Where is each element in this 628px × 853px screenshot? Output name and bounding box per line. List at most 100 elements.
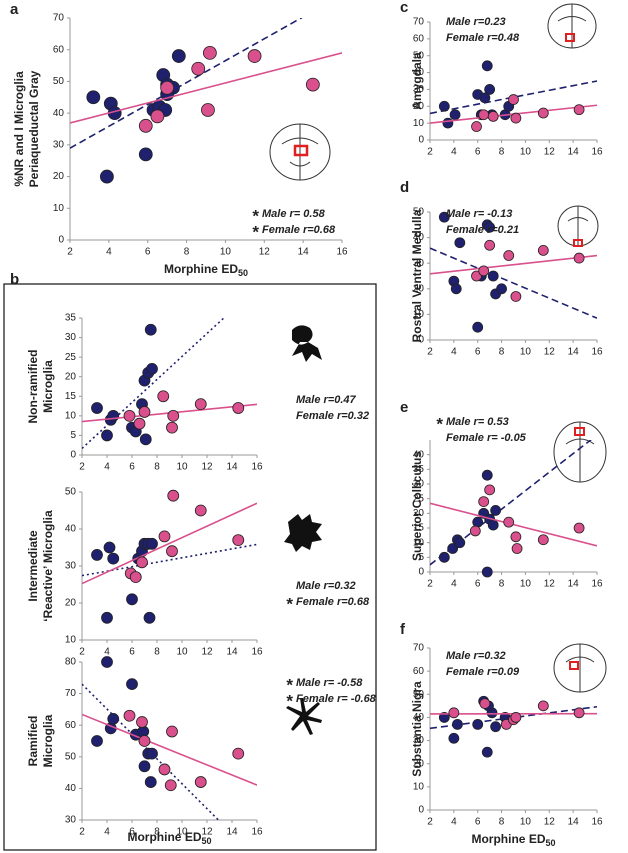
point [472,516,484,528]
point [202,45,217,60]
x-tick-label: 8 [184,247,190,258]
y-tick-label: 20 [413,508,425,519]
x-tick-label: 14 [226,647,238,658]
point [447,543,459,554]
trend-line [82,683,220,820]
x-tick-label: 10 [520,347,532,358]
point [452,718,463,730]
microglia-icons [284,325,322,735]
y-tick-label: 50 [65,751,77,762]
x-tick-label: 16 [251,827,263,838]
point [107,712,120,725]
x-tick-label: 14 [568,817,580,828]
point [160,80,175,95]
x-tick-label: 2 [79,462,85,473]
correlation-note: Male r=0.47 [296,394,357,406]
y-tick-label: 30 [413,258,425,269]
point [146,362,158,375]
y-tick-label: 20 [65,598,77,609]
point [100,169,114,184]
x-tick-label: 6 [129,462,135,473]
x-tick-label: 2 [427,579,433,590]
x-tick-label: 10 [176,827,188,838]
point [478,265,490,277]
x-tick-label: 4 [104,827,110,838]
significance-star: * [286,675,293,694]
y-tick-label: 10 [53,203,65,214]
point [503,250,515,261]
point [150,109,165,124]
point [103,541,116,554]
trend-line [430,80,597,115]
point [91,549,103,561]
x-tick-label: 12 [201,827,213,838]
chart: 0 10 20 30 40 50 60 70 2 4 6 8 10 12 14 16 Substantia Ni… [400,621,603,848]
chart: 0 5 10 15 20 25 30 35 2 4 6 8 10 12 14 16 Non-ramified Mi… [10,271,369,473]
point [123,709,136,722]
y-axis-label: Superior Colliculus [410,451,424,561]
point [129,571,142,583]
point [442,117,454,129]
point [139,433,152,446]
point [484,221,496,233]
correlation-note: Female r=0.68 [262,224,336,236]
y-tick-label: 35 [413,464,425,475]
panel-label: c [400,0,408,16]
point [481,60,493,72]
panel-label: d [400,179,409,196]
y-tick-label: 10 [413,537,425,548]
x-tick-label: 4 [451,817,457,828]
correlation-note: Female r=0.21 [446,224,519,236]
point [573,707,585,719]
y-tick-label: 20 [65,371,77,382]
x-tick-label: 10 [520,147,532,158]
x-tick-label: 8 [154,827,160,838]
y-tick-label: 60 [413,666,425,677]
point [454,237,466,249]
x-tick-label: 10 [520,579,532,590]
x-tick-label: 12 [544,147,556,158]
y-tick-label: 0 [418,805,424,816]
y-tick-label: 0 [418,335,424,346]
y-tick-label: 40 [413,449,425,460]
y-tick-label: 30 [65,815,77,826]
x-axis-label-sub: 50 [238,268,248,278]
chart: 0 5 10 15 20 25 30 35 40 2 4 6 8 10 12 14 16 Superior Col… [400,399,603,590]
point [487,519,499,531]
y-tick-label: 10 [413,118,425,129]
x-tick-label: 14 [568,147,580,158]
point [438,712,450,723]
x-tick-label: 12 [201,462,213,473]
y-axis-label: Microglia [41,714,55,767]
point [449,109,461,121]
significance-star: * [252,222,259,241]
y-tick-label: 25 [65,352,77,363]
y-axis-label: %NR and I Microglia [12,71,26,187]
point [126,678,138,691]
x-tick-label: 4 [451,347,457,358]
point [438,211,450,223]
y-tick-label: 40 [65,783,77,794]
y-tick-label: 0 [70,450,76,461]
y-tick-label: 0 [418,567,424,578]
y-tick-label: 40 [413,67,425,78]
y-tick-label: 40 [53,108,65,119]
y-tick-label: 30 [413,479,425,490]
x-tick-label: 4 [104,462,110,473]
point [86,90,101,105]
point [166,545,178,558]
correlation-note: Female r=0.09 [446,666,520,678]
x-axis-label: Morphine ED50 [164,262,248,278]
trend-line [430,254,597,275]
point [503,516,515,528]
point [144,323,157,336]
y-tick-label: 30 [413,735,425,746]
point [91,735,103,747]
point [472,321,484,333]
y-tick-label: 0 [58,235,64,246]
point [146,537,158,550]
point [166,725,178,738]
x-tick-label: 4 [106,247,112,258]
y-tick-label: 50 [413,689,425,700]
trend-line [82,502,257,585]
